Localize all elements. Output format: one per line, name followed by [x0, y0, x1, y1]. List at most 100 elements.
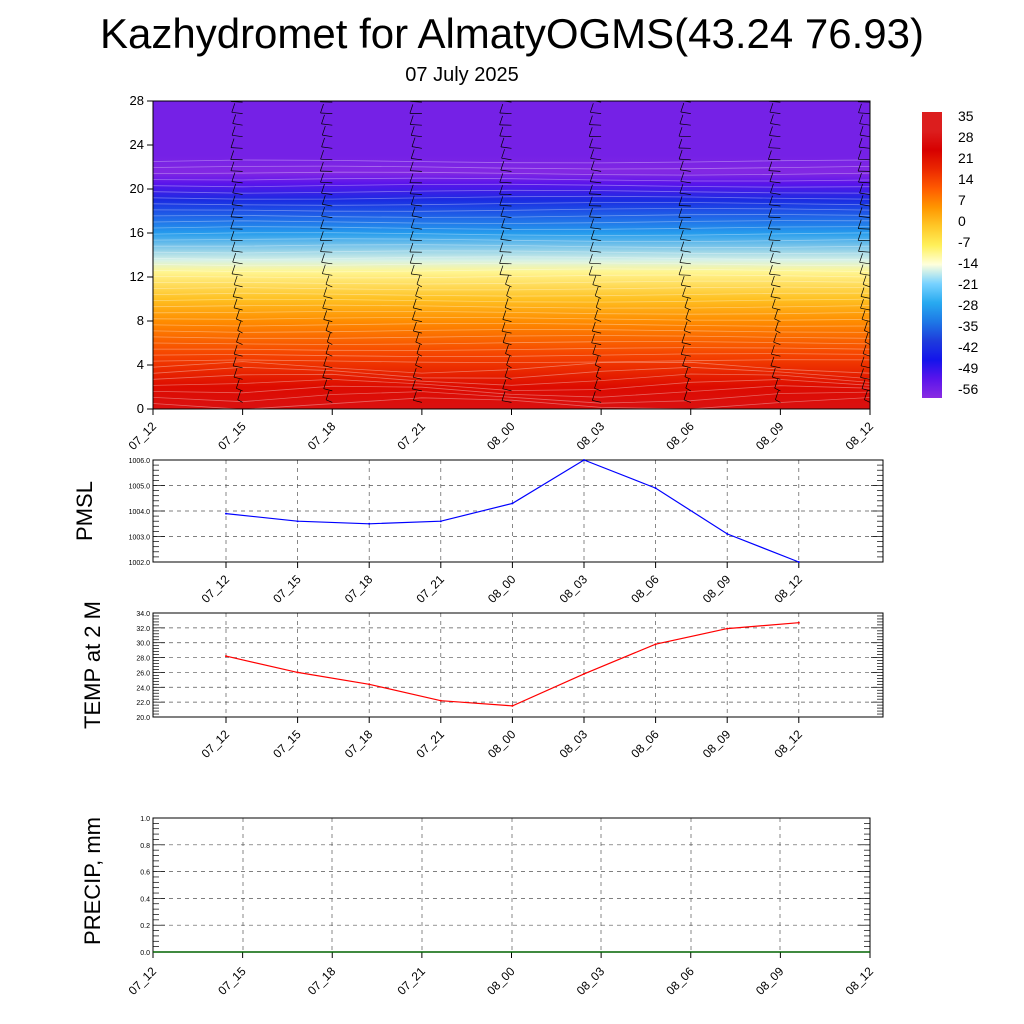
y-tick-label: 24 [130, 137, 144, 152]
wind-barb [769, 111, 781, 114]
x-tick-label: 08_03 [557, 572, 591, 606]
wind-barb-flag [236, 332, 240, 343]
wind-barb-flag [504, 298, 509, 308]
wind-barb [413, 376, 422, 380]
wind-barb-flag [589, 103, 594, 113]
wind-barb-flag [143, 253, 146, 262]
wind-barb [236, 387, 243, 392]
wind-barb [770, 296, 781, 299]
colorbar-label: -21 [958, 276, 978, 292]
wind-barb [499, 274, 512, 276]
wind-barb-flag [499, 254, 503, 264]
wind-barb-flag [409, 115, 414, 125]
x-tick-label: 08_06 [663, 964, 697, 998]
y-tick-label: 0.2 [140, 923, 150, 930]
wind-barb-flag [411, 137, 416, 147]
wind-barb-flag [589, 241, 594, 252]
wind-barb-flag [323, 310, 328, 320]
wind-barb-flag [679, 160, 684, 171]
wind-barb-flag [860, 287, 865, 297]
wind-barb-flag [326, 332, 331, 343]
wind-barb [773, 341, 781, 345]
wind-barb-flag [230, 161, 235, 171]
colorbar-label: -7 [958, 234, 971, 250]
wind-barb-flag [858, 137, 863, 148]
x-tick-label: 07_15 [215, 964, 249, 998]
isotherm-line [153, 316, 870, 321]
wind-barb-flag [771, 367, 776, 378]
wind-barb [234, 353, 243, 357]
wind-barb-flag [589, 115, 593, 125]
wind-barb-flag [500, 230, 505, 240]
isotherm-line [153, 347, 870, 351]
wind-barb-flag [501, 149, 505, 159]
wind-barb-flag [231, 126, 236, 136]
wind-barb-flag [679, 230, 684, 240]
wind-barb-flag [864, 390, 868, 400]
wind-barb-flag [320, 173, 324, 183]
wind-barb [410, 124, 422, 126]
wind-barb [768, 170, 781, 172]
wind-barb-flag [588, 265, 593, 276]
wind-barb-flag [143, 242, 146, 251]
y-axis-label: PRECIP, mm [80, 817, 105, 945]
y-tick-label: 20.0 [136, 715, 150, 722]
wind-barb-flag [678, 196, 683, 206]
wind-barb-flag [410, 126, 415, 136]
wind-barb-flag [770, 287, 775, 297]
wind-barb [771, 353, 781, 357]
wind-barb-flag [769, 264, 773, 275]
isotherm-line [153, 359, 870, 364]
wind-barb [678, 274, 691, 276]
wind-barb-flag [684, 367, 689, 377]
wind-barb-flag [685, 309, 690, 319]
colorbar-label: -49 [958, 360, 978, 376]
data-point [583, 459, 585, 461]
wind-barb-flag [768, 138, 772, 148]
y-tick-label: 1003.0 [129, 535, 151, 542]
wind-barb [322, 377, 333, 380]
wind-barb-flag [857, 231, 862, 241]
x-tick-label: 08_12 [771, 727, 805, 761]
wind-barb [864, 341, 870, 345]
wind-barb [864, 330, 870, 334]
colorbar-label: -28 [958, 297, 978, 313]
wind-barb-flag [864, 332, 869, 343]
wind-barb [591, 238, 602, 242]
wind-barb [862, 353, 870, 357]
y-tick-label: 16 [130, 225, 144, 240]
wind-barb [153, 182, 154, 183]
wind-barb-flag [499, 242, 504, 252]
wind-barb [232, 261, 243, 265]
wind-barb [410, 239, 422, 242]
x-tick-label: 08_00 [484, 964, 518, 998]
isotherm-line [153, 195, 870, 200]
wind-barb [325, 399, 333, 403]
colorbar: 35 28 21 14 7 0 -7 -14 -21 -28 -35 -42 -49 -56 [922, 108, 978, 398]
wind-barb-flag [591, 333, 595, 343]
y-tick-label: 0.6 [140, 870, 150, 877]
isotherm-line [153, 202, 870, 206]
wind-barb-flag [862, 344, 867, 354]
wind-barb [153, 390, 154, 391]
isotherm-line [153, 244, 870, 249]
x-tick-label: 07_12 [199, 572, 233, 606]
wind-barb [684, 376, 691, 380]
x-tick-label: 07_18 [342, 727, 376, 761]
wind-barb-flag [505, 275, 509, 285]
y-tick-label: 12 [130, 269, 144, 284]
wind-barb [410, 101, 422, 103]
chart-title: Kazhydromet for AlmatyOGMS(43.24 76.93) [99, 10, 925, 57]
wind-barb-flag [500, 207, 505, 217]
x-tick-label: 08_03 [574, 964, 608, 998]
wind-barb-flag [323, 287, 328, 297]
isotherm-line [153, 391, 870, 404]
wind-barb-flag [499, 265, 504, 275]
wind-barb [499, 135, 512, 138]
wind-barb [682, 295, 691, 299]
wind-barb-flag [235, 309, 240, 320]
wind-barb [858, 181, 870, 184]
wind-barb [412, 388, 422, 392]
data-point [439, 699, 442, 702]
wind-barb [233, 296, 243, 299]
